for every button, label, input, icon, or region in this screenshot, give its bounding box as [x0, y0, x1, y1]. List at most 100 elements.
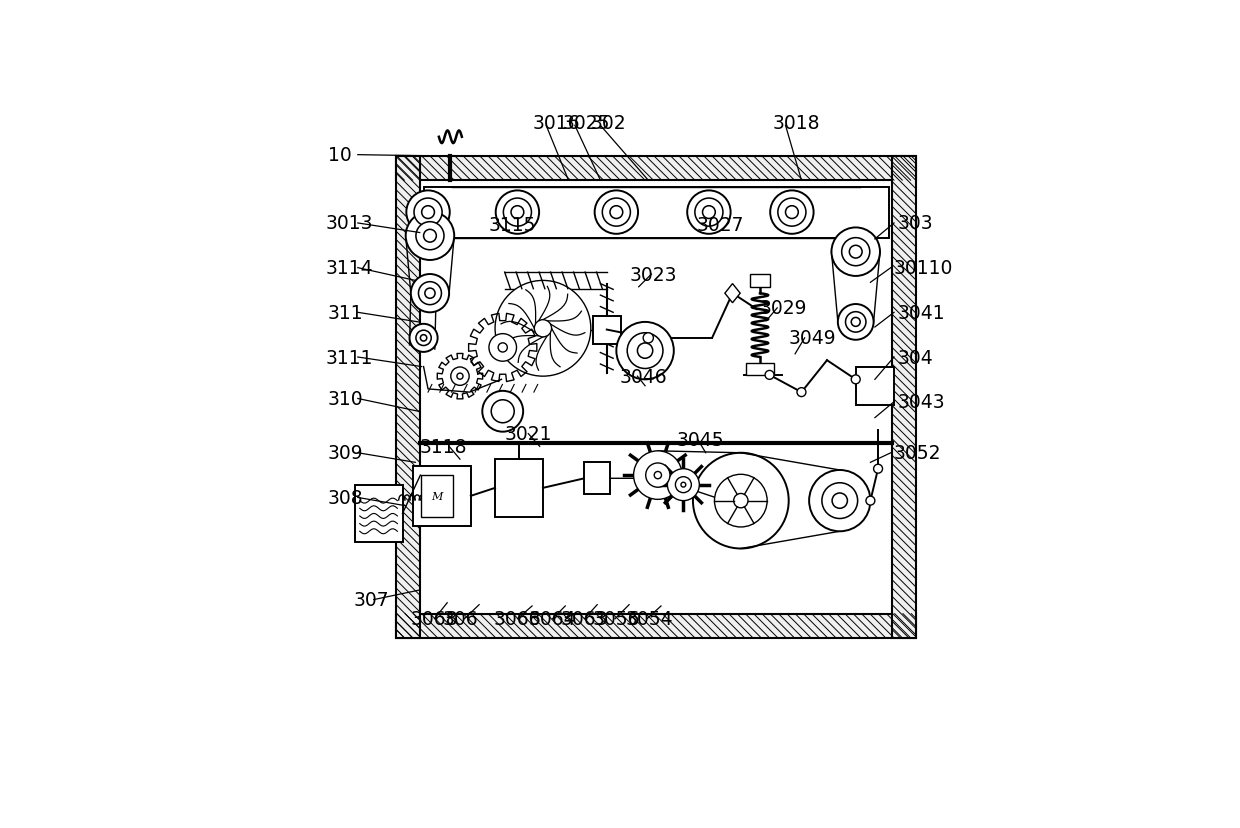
Text: 308: 308 [327, 489, 363, 508]
Text: 3045: 3045 [677, 431, 724, 450]
Circle shape [681, 483, 686, 488]
Circle shape [405, 212, 454, 261]
Circle shape [610, 206, 622, 219]
Text: 3118: 3118 [420, 437, 467, 456]
Text: 3049: 3049 [789, 329, 836, 348]
Circle shape [822, 484, 858, 519]
Circle shape [634, 451, 682, 500]
Circle shape [627, 334, 663, 369]
Circle shape [616, 323, 673, 380]
Circle shape [415, 223, 444, 250]
Circle shape [765, 371, 774, 380]
Circle shape [489, 335, 517, 362]
Text: 3056: 3056 [591, 609, 640, 628]
Bar [424, 187, 889, 238]
Circle shape [832, 229, 880, 277]
Bar [413, 466, 471, 527]
Text: 3016: 3016 [532, 114, 579, 133]
Circle shape [603, 199, 630, 227]
Text: 304: 304 [898, 348, 932, 367]
Circle shape [851, 318, 861, 327]
Circle shape [849, 246, 862, 259]
Circle shape [415, 331, 432, 346]
Bar [396, 156, 420, 638]
Circle shape [534, 320, 552, 338]
Circle shape [511, 206, 523, 219]
Circle shape [842, 238, 869, 267]
Text: 311: 311 [327, 303, 363, 322]
Text: 30110: 30110 [894, 259, 954, 278]
Text: 306: 306 [443, 609, 479, 628]
Bar [396, 614, 916, 638]
Circle shape [414, 199, 443, 227]
Circle shape [498, 344, 507, 353]
Circle shape [420, 335, 427, 342]
Bar [396, 156, 916, 181]
Text: 3066: 3066 [494, 609, 542, 628]
Circle shape [687, 191, 730, 234]
Circle shape [595, 191, 639, 234]
Circle shape [495, 281, 590, 377]
Text: 3027: 3027 [696, 216, 744, 235]
Text: 3018: 3018 [773, 114, 820, 133]
Circle shape [810, 470, 870, 532]
Circle shape [503, 199, 532, 227]
Text: M: M [432, 492, 443, 502]
Bar [584, 463, 610, 494]
Circle shape [832, 493, 847, 508]
Text: 3068: 3068 [410, 609, 459, 628]
Circle shape [694, 199, 723, 227]
Text: 309: 309 [327, 444, 363, 463]
Circle shape [797, 388, 806, 397]
Bar [355, 485, 403, 542]
Circle shape [410, 275, 449, 313]
Circle shape [846, 312, 866, 333]
Bar [420, 181, 892, 614]
Circle shape [637, 344, 652, 359]
Circle shape [785, 206, 799, 219]
Bar [495, 460, 543, 517]
Circle shape [838, 305, 874, 340]
Circle shape [491, 400, 515, 423]
Text: 310: 310 [327, 389, 363, 408]
Text: 307: 307 [353, 590, 389, 609]
Text: 3054: 3054 [626, 609, 673, 628]
Circle shape [874, 465, 883, 474]
Bar [746, 364, 774, 375]
Circle shape [703, 206, 715, 219]
Bar [750, 275, 770, 287]
Circle shape [451, 368, 469, 386]
Circle shape [425, 289, 435, 299]
Text: 3025: 3025 [562, 114, 610, 133]
Bar [856, 367, 894, 406]
Circle shape [409, 325, 438, 353]
Text: 3046: 3046 [620, 367, 667, 386]
Bar [892, 156, 916, 638]
Circle shape [422, 206, 434, 219]
Circle shape [866, 497, 875, 505]
Text: 3064: 3064 [528, 609, 575, 628]
Circle shape [644, 334, 653, 344]
Circle shape [424, 230, 436, 243]
Circle shape [496, 191, 539, 234]
Text: 3029: 3029 [760, 299, 807, 318]
Text: 3041: 3041 [898, 303, 945, 322]
Circle shape [777, 199, 806, 227]
Circle shape [407, 191, 450, 234]
Circle shape [482, 392, 523, 432]
Text: 3063: 3063 [560, 609, 608, 628]
Text: 302: 302 [590, 114, 626, 133]
Circle shape [676, 477, 692, 493]
Polygon shape [725, 284, 740, 303]
Text: 3114: 3114 [326, 259, 373, 278]
Circle shape [714, 474, 768, 527]
Circle shape [770, 191, 813, 234]
Text: 10: 10 [327, 146, 352, 165]
Text: 3052: 3052 [894, 444, 941, 463]
Text: 3023: 3023 [629, 265, 677, 284]
Text: 3013: 3013 [326, 214, 373, 233]
Text: 3111: 3111 [326, 348, 373, 367]
Circle shape [418, 282, 441, 306]
Circle shape [851, 375, 861, 384]
Text: 303: 303 [898, 214, 932, 233]
